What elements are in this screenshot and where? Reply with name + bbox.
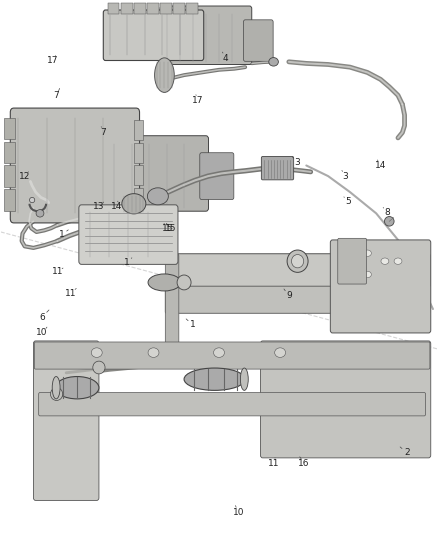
Text: 3: 3 (294, 158, 300, 167)
Ellipse shape (91, 348, 102, 358)
Text: 11: 11 (65, 288, 76, 297)
Ellipse shape (342, 271, 350, 278)
Ellipse shape (177, 275, 191, 290)
FancyBboxPatch shape (244, 20, 273, 61)
FancyBboxPatch shape (39, 392, 426, 416)
Bar (4, 165, 15, 187)
Ellipse shape (269, 58, 279, 66)
Ellipse shape (122, 193, 146, 214)
Text: 9: 9 (286, 291, 292, 300)
Ellipse shape (275, 348, 286, 358)
Ellipse shape (214, 348, 224, 358)
FancyBboxPatch shape (107, 136, 208, 211)
Ellipse shape (381, 258, 389, 264)
Bar (4, 142, 15, 163)
Ellipse shape (385, 216, 394, 226)
Bar (147, 3, 159, 14)
Ellipse shape (52, 376, 60, 399)
FancyBboxPatch shape (173, 254, 430, 287)
Bar (134, 165, 144, 185)
Ellipse shape (155, 58, 174, 92)
Text: 8: 8 (384, 208, 390, 217)
FancyBboxPatch shape (34, 342, 430, 369)
FancyBboxPatch shape (261, 157, 293, 180)
Text: 14: 14 (375, 161, 386, 170)
FancyBboxPatch shape (330, 240, 431, 333)
Ellipse shape (342, 250, 350, 256)
Bar (160, 3, 172, 14)
Bar (173, 3, 185, 14)
Ellipse shape (93, 361, 105, 374)
Text: 1: 1 (59, 230, 65, 239)
Text: 13: 13 (93, 203, 105, 212)
Text: 17: 17 (192, 96, 204, 105)
Text: 10: 10 (36, 328, 48, 337)
Text: 3: 3 (343, 172, 349, 181)
Ellipse shape (291, 255, 304, 268)
Ellipse shape (50, 387, 63, 400)
Text: 17: 17 (47, 56, 59, 64)
FancyBboxPatch shape (165, 286, 430, 313)
Ellipse shape (148, 274, 181, 291)
Bar (134, 188, 144, 208)
Text: 16: 16 (298, 459, 310, 467)
Bar (134, 3, 146, 14)
Text: 12: 12 (19, 172, 30, 181)
Text: 7: 7 (100, 128, 106, 137)
FancyBboxPatch shape (11, 108, 140, 223)
Text: 10: 10 (233, 508, 244, 517)
Ellipse shape (287, 250, 308, 272)
Ellipse shape (240, 368, 248, 390)
FancyBboxPatch shape (261, 341, 431, 458)
Text: 15: 15 (162, 224, 173, 233)
Bar (134, 120, 144, 140)
Text: 1: 1 (190, 320, 196, 329)
FancyBboxPatch shape (79, 205, 178, 264)
FancyBboxPatch shape (33, 341, 99, 500)
Text: 11: 11 (52, 268, 63, 276)
Ellipse shape (364, 250, 371, 256)
Text: 2: 2 (404, 448, 410, 457)
Bar (4, 189, 15, 211)
Text: 6: 6 (39, 312, 45, 321)
Ellipse shape (36, 209, 44, 217)
Ellipse shape (29, 197, 35, 203)
Text: 5: 5 (345, 197, 351, 206)
Ellipse shape (55, 376, 99, 399)
Bar (121, 3, 133, 14)
Bar (134, 143, 144, 163)
FancyBboxPatch shape (200, 153, 234, 199)
FancyBboxPatch shape (103, 10, 204, 61)
Ellipse shape (148, 348, 159, 358)
Ellipse shape (364, 271, 371, 278)
Bar (4, 118, 15, 139)
Text: 7: 7 (54, 91, 60, 100)
Text: 1: 1 (124, 258, 130, 266)
Ellipse shape (148, 188, 168, 205)
Text: 15: 15 (165, 224, 177, 233)
Text: 14: 14 (111, 203, 122, 212)
Ellipse shape (394, 258, 402, 264)
FancyBboxPatch shape (165, 254, 179, 353)
FancyBboxPatch shape (338, 238, 367, 284)
Ellipse shape (184, 368, 245, 390)
FancyBboxPatch shape (160, 6, 252, 64)
Bar (108, 3, 120, 14)
Text: 4: 4 (223, 54, 228, 62)
Bar (186, 3, 198, 14)
Text: 11: 11 (268, 459, 279, 467)
